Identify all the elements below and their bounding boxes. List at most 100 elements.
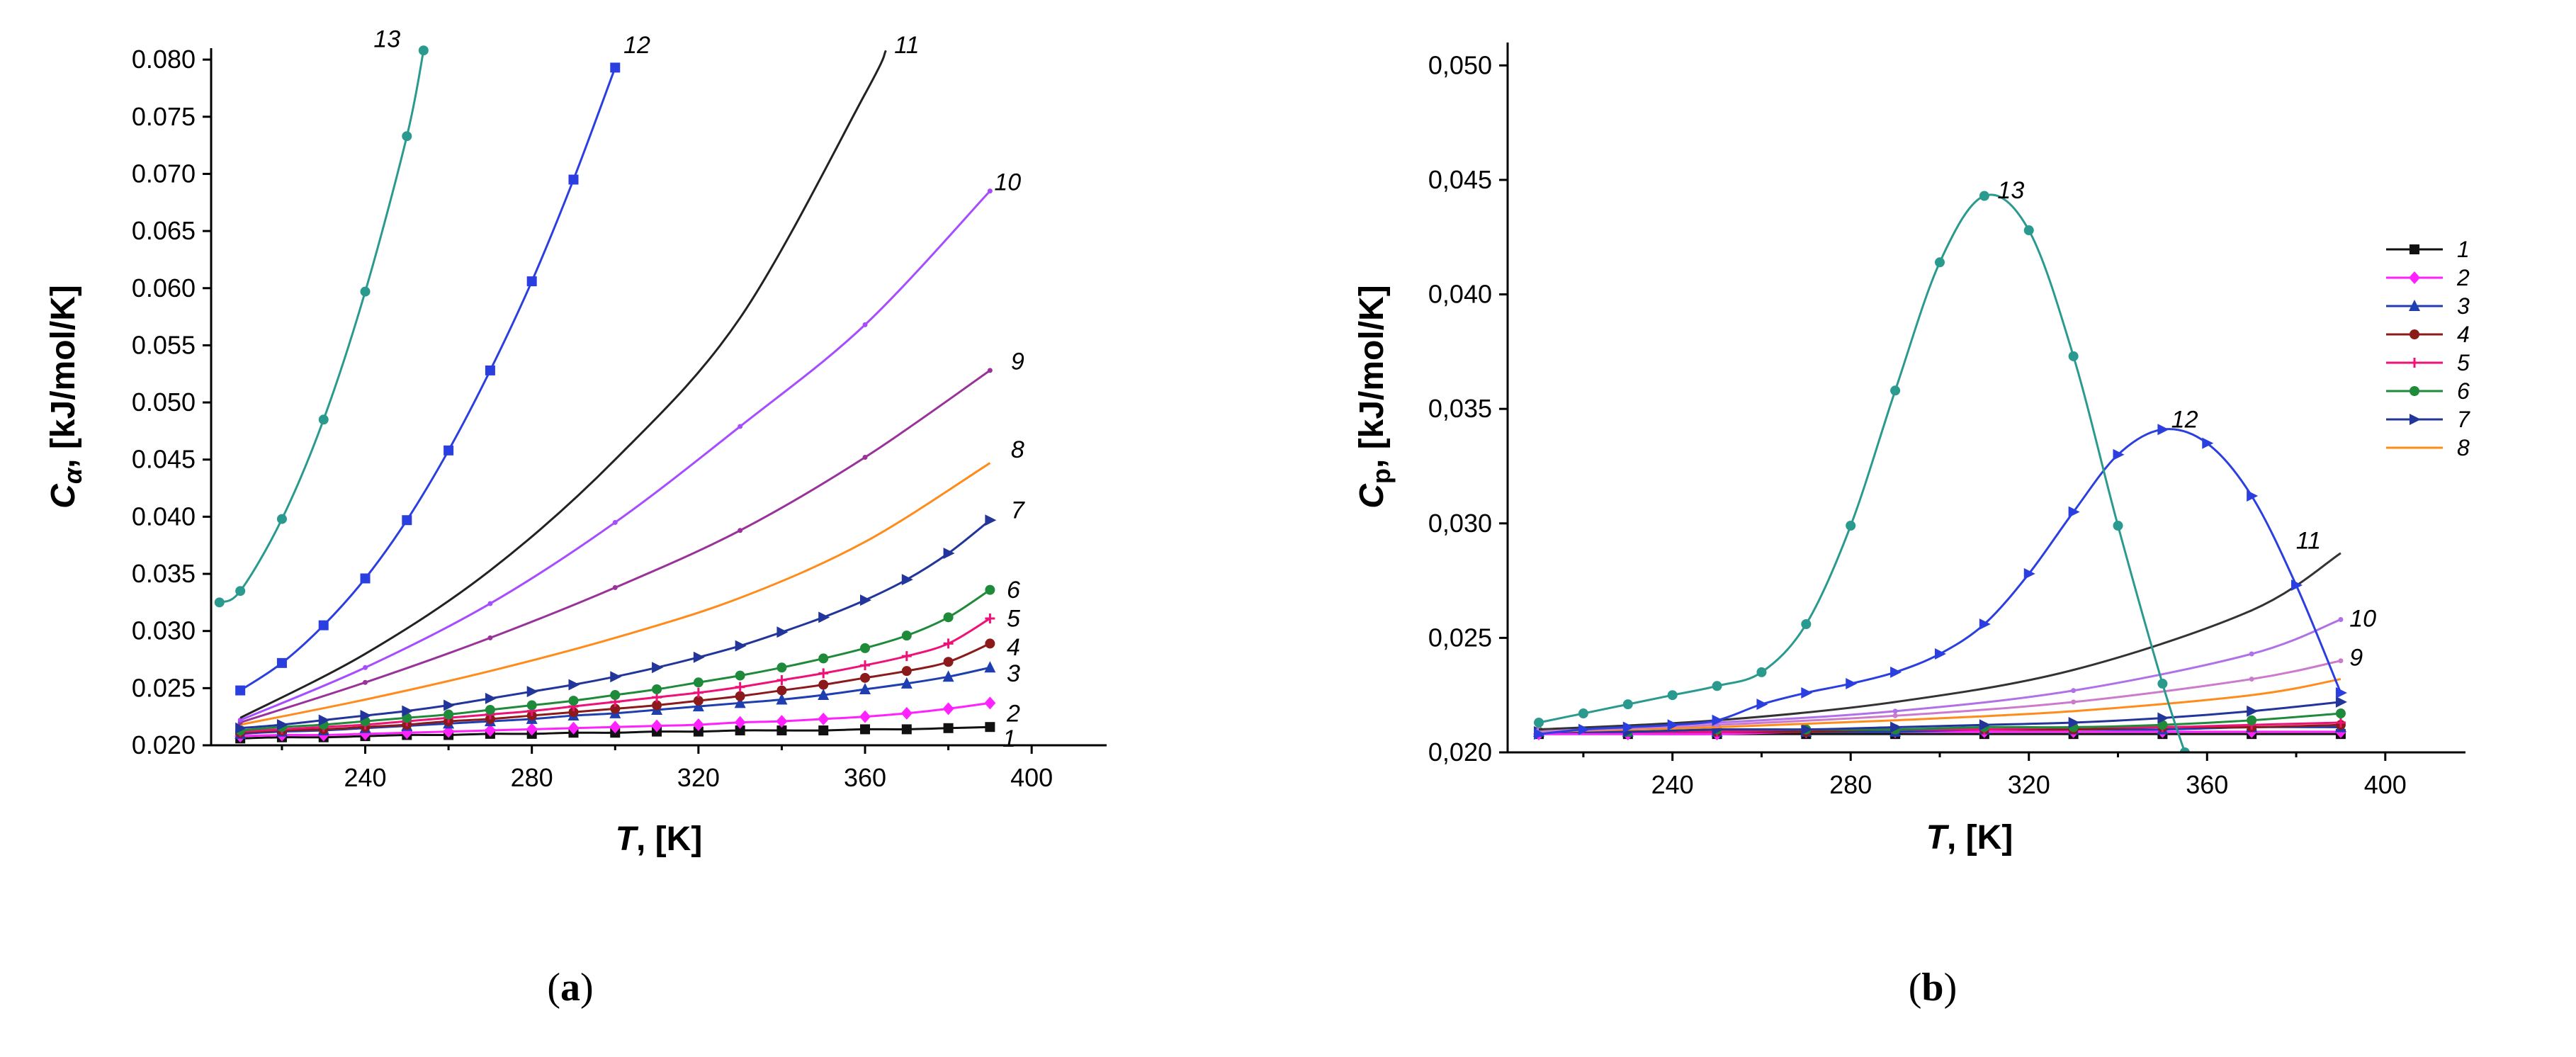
panel-b-x-tick-label: 320 [2008, 770, 2050, 799]
panel-b-x-axis-title-symbol: T [1926, 819, 1950, 857]
panel-a-point-13 [235, 586, 246, 597]
panel-b-axes [1506, 43, 2465, 754]
legend-marker-6 [2410, 386, 2419, 396]
panel-a-axes [210, 48, 1107, 747]
panel-a-x-tick-label: 240 [344, 763, 386, 792]
panel-a-point-6 [610, 690, 621, 701]
panel-b-label-open: ( [1909, 966, 1922, 1010]
panel-b-point-12 [1979, 618, 1991, 630]
panel-b-point-13 [1667, 690, 1678, 701]
panel-a-point-12 [402, 515, 412, 526]
panel-b-ticks: 240 280 320 360 400 0,020 0,025 0,030 0,035 0,040… [1428, 50, 2407, 799]
panel-a-y-tick-label: 0.055 [132, 330, 196, 359]
panel-a-y-tick-label: 0.025 [132, 673, 196, 702]
panel-b-line-5 [1539, 721, 2341, 733]
panel-a-point-2 [443, 725, 455, 738]
panel-a-point-3 [692, 700, 704, 712]
panel-a-point-1 [943, 723, 954, 733]
panel-a-series-label-5: 5 [1007, 606, 1020, 633]
panel-a-point-6 [776, 662, 787, 673]
panel-a-y-tick-label: 0.075 [132, 102, 196, 131]
panel-a-point-4 [860, 672, 871, 683]
legend-label-8: 8 [2457, 435, 2470, 460]
panel-a-point-5 [735, 682, 745, 692]
panel-a-point-7 [526, 686, 538, 698]
panel-b-point-7 [2157, 712, 2169, 724]
panel-a-point-5 [985, 613, 995, 623]
panel-b-x-tick-label: 400 [2364, 770, 2407, 799]
panel-a-ticks: 240 280 320 360 400 0.020 0.025 0.030 0.035 0.040… [132, 45, 1053, 792]
panel-a-point-1 [735, 725, 745, 736]
panel-b-series-12 [1534, 424, 2347, 740]
panel-a-y-tick-label: 0.040 [132, 502, 196, 531]
panel-b-point-12 [2113, 448, 2125, 460]
panel-a-point-10 [862, 322, 868, 327]
panel-a-point-9 [487, 635, 493, 640]
panel-b-line-13 [1538, 193, 2186, 752]
panel-a-point-4 [776, 685, 787, 696]
legend-marker-2 [2409, 271, 2420, 284]
panel-b-y-tick-label: 0,045 [1428, 165, 1492, 194]
panel-a-point-2 [484, 724, 496, 737]
panel-a-series-7 [235, 514, 997, 734]
panel-a-point-2 [942, 702, 954, 716]
panel-b-point-13 [1578, 708, 1588, 719]
legend-label-2: 2 [2456, 265, 2470, 290]
panel-a-point-10 [487, 601, 493, 606]
panel-a-series-12 [235, 62, 621, 696]
panel-b-point-7 [2068, 716, 2080, 728]
panel-b-point-12 [1756, 699, 1768, 711]
panel-a-point-7 [693, 651, 705, 663]
panel-b-series-label-9: 9 [2349, 644, 2363, 671]
panel-b-point-7 [2247, 705, 2259, 717]
panel-b-point-12 [2291, 580, 2303, 592]
panel-b-point-12 [1846, 678, 1858, 690]
panel-a-series-label-12: 12 [623, 32, 650, 59]
panel-b-series: 9 10 11 12 13 [1533, 177, 2376, 752]
panel-a-y-tick-label: 0.035 [132, 559, 196, 588]
panel-a-y-axis-title-unit: , [kJ/mol/K] [45, 285, 82, 468]
legend-label-4: 4 [2457, 322, 2470, 347]
panel-b-x-tick-label: 360 [2186, 770, 2228, 799]
panel-b-point-12 [1801, 686, 1813, 699]
panel-a-point-4 [610, 703, 621, 714]
panel-b-x-tick-label: 240 [1651, 770, 1694, 799]
legend-label-1: 1 [2457, 237, 2470, 262]
panel-a-point-12 [318, 620, 329, 631]
panel-a-point-12 [444, 445, 454, 456]
panel-b-point-13 [1890, 385, 1901, 396]
panel-a-point-6 [652, 684, 662, 694]
panel-b-point-9 [2249, 677, 2254, 682]
panel-b-label-letter: b [1921, 966, 1943, 1010]
panel-a-series-11 [239, 50, 887, 719]
panel-b-series-label-13: 13 [1997, 177, 2024, 204]
panel-a-point-9 [363, 679, 368, 685]
panel-a-point-10 [612, 519, 618, 525]
panel-b-y-tick-label: 0,020 [1428, 737, 1492, 767]
panel-a-point-10 [987, 188, 993, 194]
panel-a-point-2 [818, 712, 830, 725]
panel-a-point-3 [984, 661, 996, 673]
panel-a-point-13 [360, 286, 371, 297]
panel-b-y-tick-label: 0,030 [1428, 509, 1492, 538]
panel-a-point-13 [214, 597, 225, 608]
panel-a-x-axis-title: T, [K] [616, 820, 703, 858]
legend-marker-3 [2409, 300, 2420, 311]
panel-a-y-tick-label: 0.045 [132, 445, 196, 474]
panel-a-line-8 [239, 462, 991, 726]
panel-a-line-10 [239, 190, 991, 721]
panel-b-point-13 [1979, 191, 1989, 201]
panel-b-series-13 [1534, 191, 2190, 752]
panel-a-point-13 [402, 131, 412, 142]
panel-a-point-4 [943, 657, 954, 667]
panel-b-y-tick-label: 0,050 [1428, 50, 1492, 79]
panel-a-point-2 [984, 696, 996, 710]
panel-a-point-4 [818, 679, 829, 690]
panel-a-series-label-4: 4 [1007, 634, 1020, 661]
panel-a-point-4 [652, 700, 662, 711]
panel-b-point-9 [1892, 713, 1898, 718]
legend-label-5: 5 [2457, 350, 2470, 375]
panel-a-point-5 [776, 675, 787, 686]
